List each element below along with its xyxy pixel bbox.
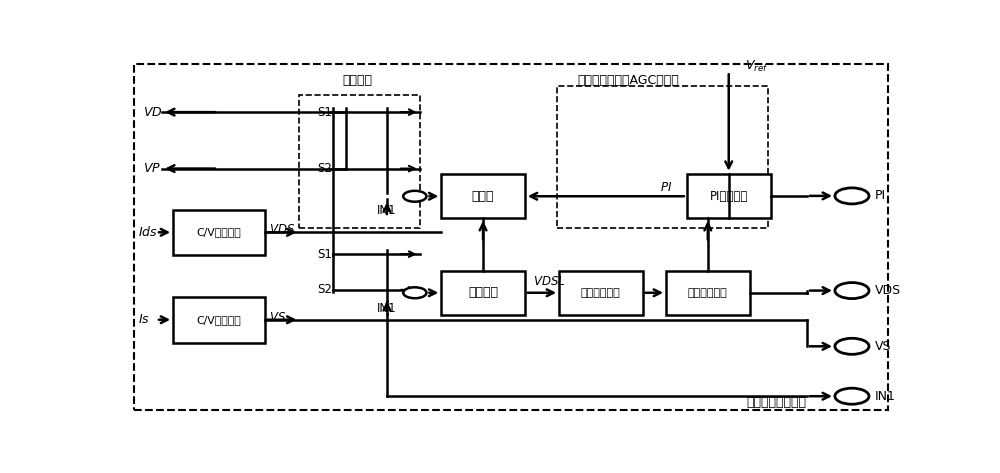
Text: S2: S2 xyxy=(317,283,332,297)
Text: 全波整流电路: 全波整流电路 xyxy=(581,288,621,298)
Text: $VP$: $VP$ xyxy=(143,162,161,175)
Text: $VD$: $VD$ xyxy=(143,105,162,119)
Text: $VDS$: $VDS$ xyxy=(269,223,295,236)
Bar xyxy=(173,210,264,255)
Bar xyxy=(559,271,643,315)
Text: 模式控制: 模式控制 xyxy=(342,74,372,87)
Text: PI控制电路: PI控制电路 xyxy=(710,190,748,203)
Text: $PI$: $PI$ xyxy=(660,181,672,194)
Text: $Ids$: $Ids$ xyxy=(138,225,158,239)
Text: 低通滤波电路: 低通滤波电路 xyxy=(688,288,728,298)
Text: $Is$: $Is$ xyxy=(138,313,150,326)
Text: IN1: IN1 xyxy=(377,204,397,217)
Text: S1: S1 xyxy=(317,248,332,261)
Circle shape xyxy=(403,287,426,298)
Bar xyxy=(687,175,771,218)
Text: C/V接口电路: C/V接口电路 xyxy=(196,315,241,325)
Bar xyxy=(557,86,768,228)
Circle shape xyxy=(403,191,426,201)
Text: VS: VS xyxy=(875,340,892,353)
Bar xyxy=(299,95,420,228)
Text: IN1: IN1 xyxy=(875,390,896,403)
Bar xyxy=(666,271,750,315)
Text: 乘法器: 乘法器 xyxy=(472,190,494,203)
Text: S2: S2 xyxy=(317,162,332,175)
Text: 自动增益控制（AGC）电路: 自动增益控制（AGC）电路 xyxy=(578,74,680,87)
Text: S1: S1 xyxy=(317,105,332,119)
Bar xyxy=(173,297,264,342)
Circle shape xyxy=(835,388,869,404)
Text: VDS: VDS xyxy=(875,284,901,297)
Circle shape xyxy=(835,188,869,204)
Text: IN1: IN1 xyxy=(377,301,397,315)
Text: 圆片测试探卡电路: 圆片测试探卡电路 xyxy=(746,395,806,409)
Bar xyxy=(441,175,525,218)
Text: 移相电路: 移相电路 xyxy=(468,286,498,299)
Text: PI: PI xyxy=(875,189,886,202)
Bar xyxy=(441,271,525,315)
Circle shape xyxy=(835,282,869,298)
Text: $V_{ref}$: $V_{ref}$ xyxy=(745,59,769,74)
Text: $VS$: $VS$ xyxy=(269,311,286,324)
Circle shape xyxy=(835,338,869,354)
Text: C/V接口电路: C/V接口电路 xyxy=(196,228,241,237)
Text: $VDSL$: $VDSL$ xyxy=(533,275,566,289)
